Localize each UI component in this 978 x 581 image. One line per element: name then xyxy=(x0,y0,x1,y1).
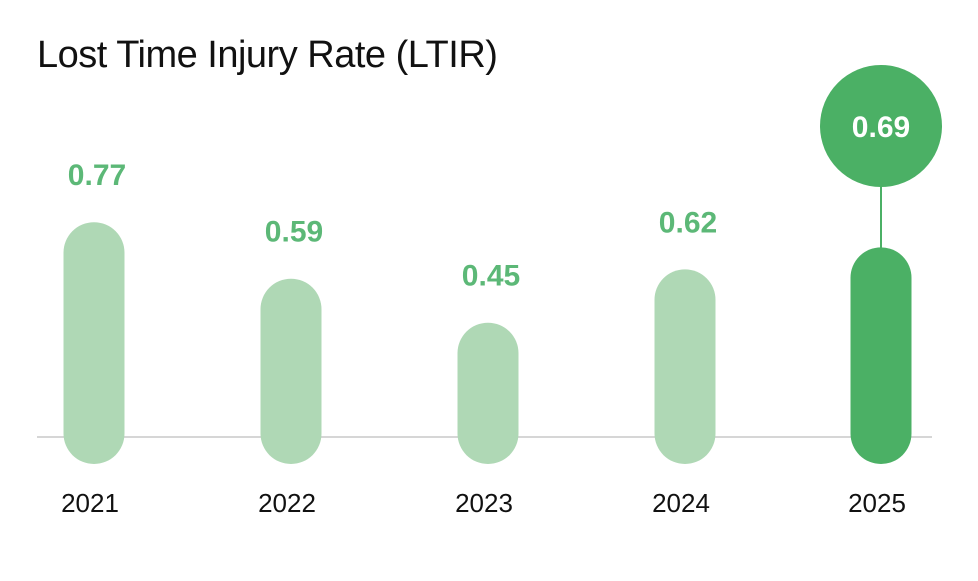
value-label-2022: 0.59 xyxy=(265,216,323,249)
bar-2021 xyxy=(63,222,125,464)
bars-layer xyxy=(63,222,912,464)
chart-title: Lost Time Injury Rate (LTIR) xyxy=(37,34,498,76)
value-label-2025: 0.69 xyxy=(852,111,910,144)
value-label-2024: 0.62 xyxy=(659,206,717,239)
bar-2024 xyxy=(654,269,716,464)
x-tick-labels-layer: 2021 2022 2023 2024 2025 xyxy=(61,488,906,518)
x-tick-label-2021: 2021 xyxy=(61,488,119,518)
bar-2023 xyxy=(457,322,519,464)
bar-2025 xyxy=(850,247,912,464)
bar-2022 xyxy=(260,278,322,464)
x-tick-label-2024: 2024 xyxy=(652,488,710,518)
value-labels-layer: 0.77 0.59 0.45 0.62 0.69 xyxy=(68,65,942,293)
x-tick-label-2023: 2023 xyxy=(455,488,513,518)
x-tick-label-2022: 2022 xyxy=(258,488,316,518)
callout-circle-2025 xyxy=(820,65,942,187)
value-label-2023: 0.45 xyxy=(462,260,520,293)
x-tick-label-2025: 2025 xyxy=(848,488,906,518)
value-label-2021: 0.77 xyxy=(68,159,126,192)
